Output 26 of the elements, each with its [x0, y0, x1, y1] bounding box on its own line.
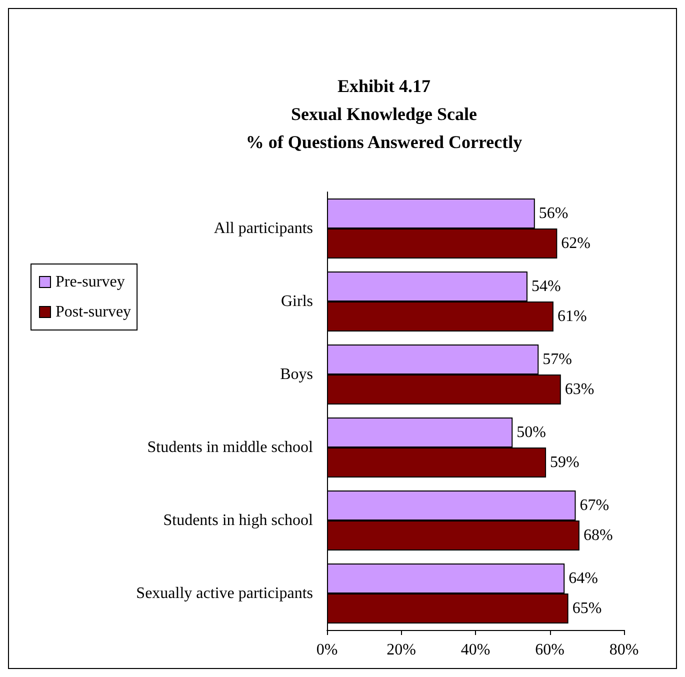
x-tick-label: 20%	[386, 642, 416, 658]
data-label: 68%	[583, 527, 613, 544]
data-label: 62%	[561, 235, 591, 252]
y-tick-label: Boys	[280, 366, 313, 383]
legend-label: Post-survey	[56, 304, 132, 320]
data-label: 54%	[531, 278, 561, 295]
x-tick-label: 80%	[609, 642, 639, 658]
y-tick-label: Sexually active participants	[136, 585, 313, 602]
x-tick-label: 40%	[460, 642, 490, 658]
y-tick-label: Students in high school	[163, 512, 314, 529]
y-tick-label: Girls	[281, 293, 313, 310]
chart-title: Exhibit 4.17 Sexual Knowledge Scale % of Questions Answered Correctly	[246, 76, 522, 152]
data-label: 65%	[572, 600, 602, 617]
data-label: 59%	[550, 454, 580, 471]
x-tick-label: 60%	[535, 642, 564, 658]
data-label: 50%	[516, 424, 546, 441]
y-tick-label: All participants	[214, 220, 313, 237]
data-label: 64%	[568, 570, 598, 587]
data-label: 61%	[557, 308, 587, 325]
data-label: 63%	[564, 381, 594, 398]
data-label: 57%	[542, 351, 572, 368]
data-label: 56%	[538, 205, 568, 222]
legend-label: Pre-survey	[56, 274, 125, 290]
y-tick-label: Students in middle school	[147, 439, 314, 456]
data-label: 67%	[580, 497, 610, 514]
x-tick-label: 0%	[316, 642, 338, 658]
